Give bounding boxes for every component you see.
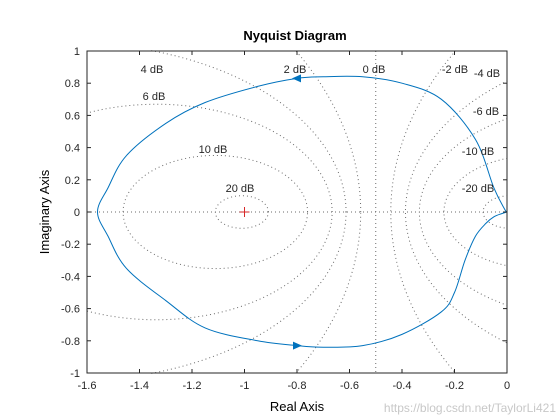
critical-point-group [239, 207, 250, 217]
m-circle-label: 4 dB [141, 64, 164, 76]
m-circle-3 [151, 50, 347, 374]
y-tick-label: 0.4 [65, 143, 80, 155]
m-circle-7 [404, 80, 508, 344]
x-tick-label: -0.8 [288, 380, 307, 392]
watermark-text: https://blog.csdn.net/TaylorLi421 [384, 401, 556, 415]
m-circle-grid [86, 50, 508, 374]
m-circle-label: 6 dB [143, 91, 166, 103]
m-circle-label: -4 dB [474, 68, 500, 80]
nyquist-curve-group [96, 74, 508, 350]
m-circle-0 [214, 195, 269, 229]
y-axis-label: Imaginary Axis [37, 169, 52, 254]
m-circle-2 [86, 103, 333, 321]
y-tick-label: -0.8 [61, 336, 80, 348]
chart-title: Nyquist Diagram [243, 28, 346, 43]
y-tick-label: -1 [70, 368, 80, 380]
m-circle-label: 2 dB [284, 64, 307, 76]
m-circle-4 [295, 50, 362, 374]
x-tick-label: -1.2 [183, 380, 202, 392]
y-tick-label: 0.6 [65, 110, 80, 122]
y-tick-label: -0.4 [61, 271, 80, 283]
m-circle-label: -6 dB [473, 106, 499, 118]
x-axis-label: Real Axis [270, 399, 325, 414]
m-circle-8 [418, 118, 508, 306]
y-tick-label: 0 [74, 207, 80, 219]
y-tick-label: -0.2 [61, 239, 80, 251]
x-tick-label: -0.2 [445, 380, 464, 392]
m-circle-6 [390, 50, 457, 374]
direction-arrow-lower [293, 341, 302, 350]
direction-arrow-upper [292, 74, 301, 83]
m-circle-labels: 20 dB 10 dB 6 dB 4 dB 2 dB 0 dB -2 dB -4 dB -6 d… [141, 64, 500, 195]
x-tick-label: -0.6 [340, 380, 359, 392]
axis-ticks: -1.6 -1.4 -1.2 -1 -0.8 -0.6 -0.4 -0.2 0 1 0.8 0.6 0.… [61, 46, 510, 392]
y-tick-label: 0.8 [65, 78, 80, 90]
m-circle-label: -20 dB [462, 183, 494, 195]
x-tick-label: -1.4 [130, 380, 149, 392]
y-tick-label: 1 [74, 46, 80, 58]
m-circle-label: 10 dB [199, 144, 228, 156]
y-tick-label: 0.2 [65, 175, 80, 187]
x-tick-label: -1.6 [78, 380, 97, 392]
nyquist-curve-0 [96, 75, 508, 348]
m-circle-label: -10 dB [462, 146, 494, 158]
m-circle-label: 20 dB [226, 183, 255, 195]
m-circle-label: 0 dB [363, 64, 386, 76]
m-circle-10 [482, 195, 508, 229]
y-tick-label: -0.6 [61, 304, 80, 316]
x-tick-label: -1 [240, 380, 250, 392]
x-tick-label: 0 [504, 380, 510, 392]
m-circle-label: -2 dB [442, 64, 468, 76]
x-tick-label: -0.4 [393, 380, 412, 392]
